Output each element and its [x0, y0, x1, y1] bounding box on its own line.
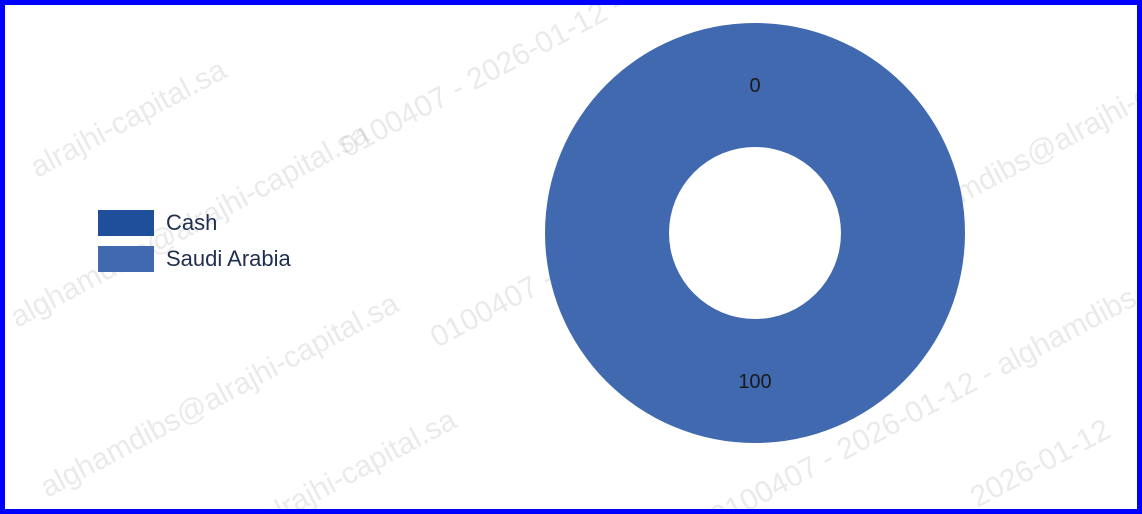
data-label-cash: 0 — [749, 75, 760, 97]
legend-label-cash: Cash — [166, 210, 218, 235]
legend-item-saudi-arabia: Saudi Arabia — [98, 241, 291, 277]
legend-swatch-saudi-arabia — [98, 246, 154, 272]
legend-swatch-cash — [98, 210, 154, 236]
donut-chart: 0 100 — [545, 23, 965, 443]
donut-hole — [669, 147, 841, 319]
data-label-saudi-arabia: 100 — [738, 371, 771, 393]
legend-label-saudi-arabia: Saudi Arabia — [166, 246, 291, 271]
legend-item-cash: Cash — [98, 205, 291, 241]
chart-legend: Cash Saudi Arabia — [98, 205, 291, 277]
